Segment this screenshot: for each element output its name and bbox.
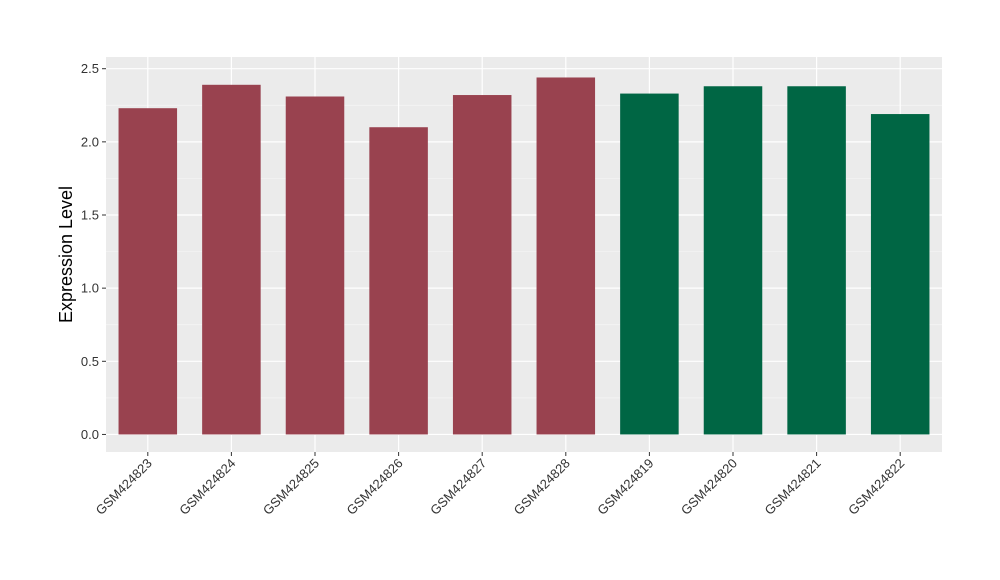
x-tick-label: GSM424826 xyxy=(343,456,405,518)
bar xyxy=(202,84,261,435)
y-tick-label: 2.0 xyxy=(81,134,99,149)
x-tick-label: GSM424820 xyxy=(678,456,740,518)
x-tick-label: GSM424825 xyxy=(260,456,322,518)
x-tick-label: GSM424821 xyxy=(761,456,823,518)
bar xyxy=(452,95,512,435)
bar xyxy=(870,114,930,435)
x-tick-label: GSM424823 xyxy=(93,456,155,518)
y-tick-label: 1.5 xyxy=(81,208,99,223)
y-tick-label: 0.5 xyxy=(81,354,99,369)
x-tick-label: GSM424819 xyxy=(594,456,656,518)
x-axis: GSM424823 GSM424824 GSM424825 GSM424826 GSM4… xyxy=(93,452,907,518)
y-axis-title: Expression Level xyxy=(56,186,76,323)
y-axis: 0.0 0.5 1.0 1.5 2.0 2.5 xyxy=(81,61,106,442)
bar xyxy=(118,108,178,435)
x-tick-label: GSM424827 xyxy=(427,456,489,518)
y-tick-label: 2.5 xyxy=(81,61,99,76)
y-tick-label: 0.0 xyxy=(81,427,99,442)
x-tick-label: GSM424828 xyxy=(511,456,573,518)
bars xyxy=(118,77,930,435)
x-tick-label: GSM424824 xyxy=(176,456,238,518)
x-tick-label: GSM424822 xyxy=(845,456,907,518)
y-tick-label: 1.0 xyxy=(81,281,99,296)
bar xyxy=(787,86,846,435)
bar xyxy=(369,127,428,435)
bar xyxy=(703,86,763,435)
bar xyxy=(285,96,345,435)
bar xyxy=(536,77,596,435)
bar xyxy=(620,93,679,435)
